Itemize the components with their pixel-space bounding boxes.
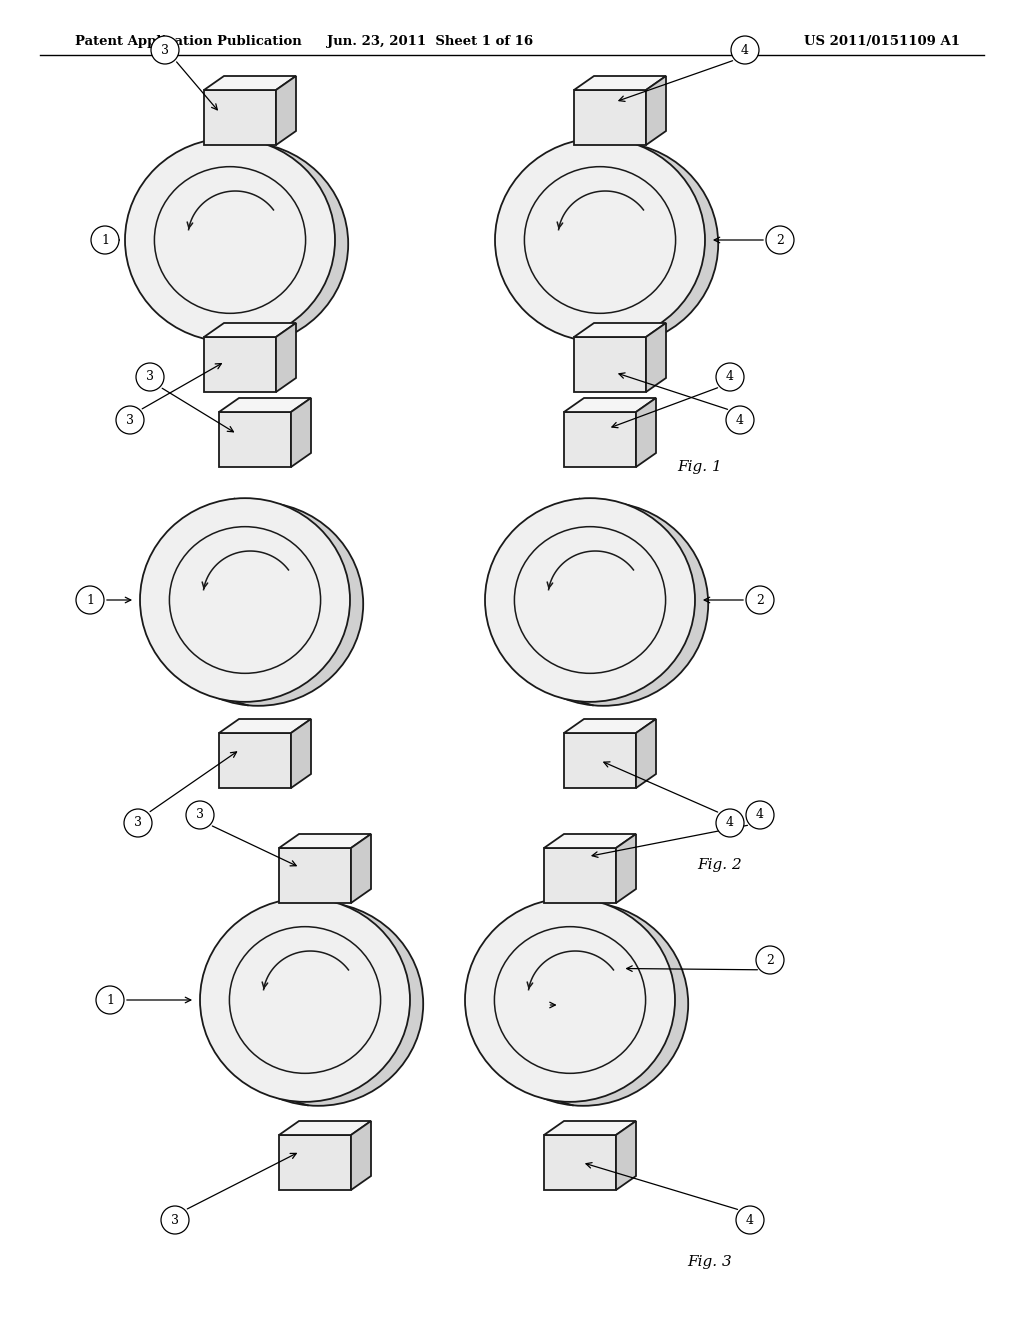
Circle shape (766, 226, 794, 253)
Polygon shape (279, 1121, 371, 1135)
Circle shape (116, 407, 144, 434)
Text: 1: 1 (106, 994, 114, 1006)
Circle shape (746, 801, 774, 829)
Text: 3: 3 (134, 817, 142, 829)
Circle shape (736, 1206, 764, 1234)
Text: 4: 4 (746, 1213, 754, 1226)
Polygon shape (219, 399, 311, 412)
Polygon shape (574, 323, 666, 337)
Circle shape (756, 946, 784, 974)
Circle shape (136, 363, 164, 391)
Polygon shape (279, 847, 351, 903)
Text: 2: 2 (766, 953, 774, 966)
Polygon shape (616, 834, 636, 903)
Polygon shape (204, 90, 276, 145)
Ellipse shape (495, 139, 705, 342)
Text: 2: 2 (756, 594, 764, 606)
Text: Fig. 1: Fig. 1 (678, 459, 722, 474)
Text: 4: 4 (756, 808, 764, 821)
Polygon shape (219, 719, 311, 733)
Polygon shape (291, 399, 311, 467)
Ellipse shape (499, 502, 709, 706)
Circle shape (161, 1206, 189, 1234)
Text: Fig. 3: Fig. 3 (688, 1255, 732, 1269)
Polygon shape (564, 399, 656, 412)
Circle shape (151, 36, 179, 63)
Polygon shape (564, 412, 636, 467)
Ellipse shape (478, 902, 688, 1106)
Polygon shape (276, 77, 296, 145)
Text: 3: 3 (171, 1213, 179, 1226)
Text: Jun. 23, 2011  Sheet 1 of 16: Jun. 23, 2011 Sheet 1 of 16 (327, 36, 534, 48)
Circle shape (731, 36, 759, 63)
Polygon shape (574, 90, 646, 145)
Text: 3: 3 (161, 44, 169, 57)
Circle shape (91, 226, 119, 253)
Text: 3: 3 (146, 371, 154, 384)
Polygon shape (351, 834, 371, 903)
Polygon shape (574, 77, 666, 90)
Polygon shape (544, 1135, 616, 1191)
Polygon shape (564, 733, 636, 788)
Circle shape (726, 407, 754, 434)
Circle shape (716, 809, 744, 837)
Circle shape (76, 586, 104, 614)
Text: 3: 3 (196, 808, 204, 821)
Polygon shape (616, 1121, 636, 1191)
Ellipse shape (125, 139, 335, 342)
Ellipse shape (508, 143, 718, 346)
Text: 4: 4 (736, 413, 744, 426)
Text: 4: 4 (726, 817, 734, 829)
Polygon shape (646, 77, 666, 145)
Ellipse shape (213, 902, 423, 1106)
Polygon shape (564, 719, 656, 733)
Text: 1: 1 (86, 594, 94, 606)
Ellipse shape (465, 898, 675, 1102)
Text: 2: 2 (776, 234, 784, 247)
Polygon shape (636, 719, 656, 788)
Circle shape (96, 986, 124, 1014)
Text: 4: 4 (741, 44, 749, 57)
Text: 4: 4 (726, 371, 734, 384)
Polygon shape (351, 1121, 371, 1191)
Circle shape (186, 801, 214, 829)
Circle shape (124, 809, 152, 837)
Polygon shape (279, 834, 371, 847)
Text: US 2011/0151109 A1: US 2011/0151109 A1 (804, 36, 961, 48)
Text: Fig. 2: Fig. 2 (697, 858, 742, 873)
Polygon shape (276, 323, 296, 392)
Polygon shape (291, 719, 311, 788)
Polygon shape (544, 847, 616, 903)
Polygon shape (204, 323, 296, 337)
Circle shape (716, 363, 744, 391)
Ellipse shape (200, 898, 410, 1102)
Ellipse shape (154, 502, 364, 706)
Polygon shape (646, 323, 666, 392)
Polygon shape (204, 77, 296, 90)
Ellipse shape (485, 498, 695, 702)
Text: 1: 1 (101, 234, 109, 247)
Polygon shape (279, 1135, 351, 1191)
Polygon shape (544, 1121, 636, 1135)
Ellipse shape (138, 143, 348, 346)
Polygon shape (636, 399, 656, 467)
Text: 3: 3 (126, 413, 134, 426)
Circle shape (746, 586, 774, 614)
Polygon shape (204, 337, 276, 392)
Polygon shape (574, 337, 646, 392)
Text: p: p (553, 987, 561, 1001)
Text: Patent Application Publication: Patent Application Publication (75, 36, 302, 48)
Polygon shape (219, 412, 291, 467)
Polygon shape (544, 834, 636, 847)
Polygon shape (219, 733, 291, 788)
Ellipse shape (140, 498, 350, 702)
